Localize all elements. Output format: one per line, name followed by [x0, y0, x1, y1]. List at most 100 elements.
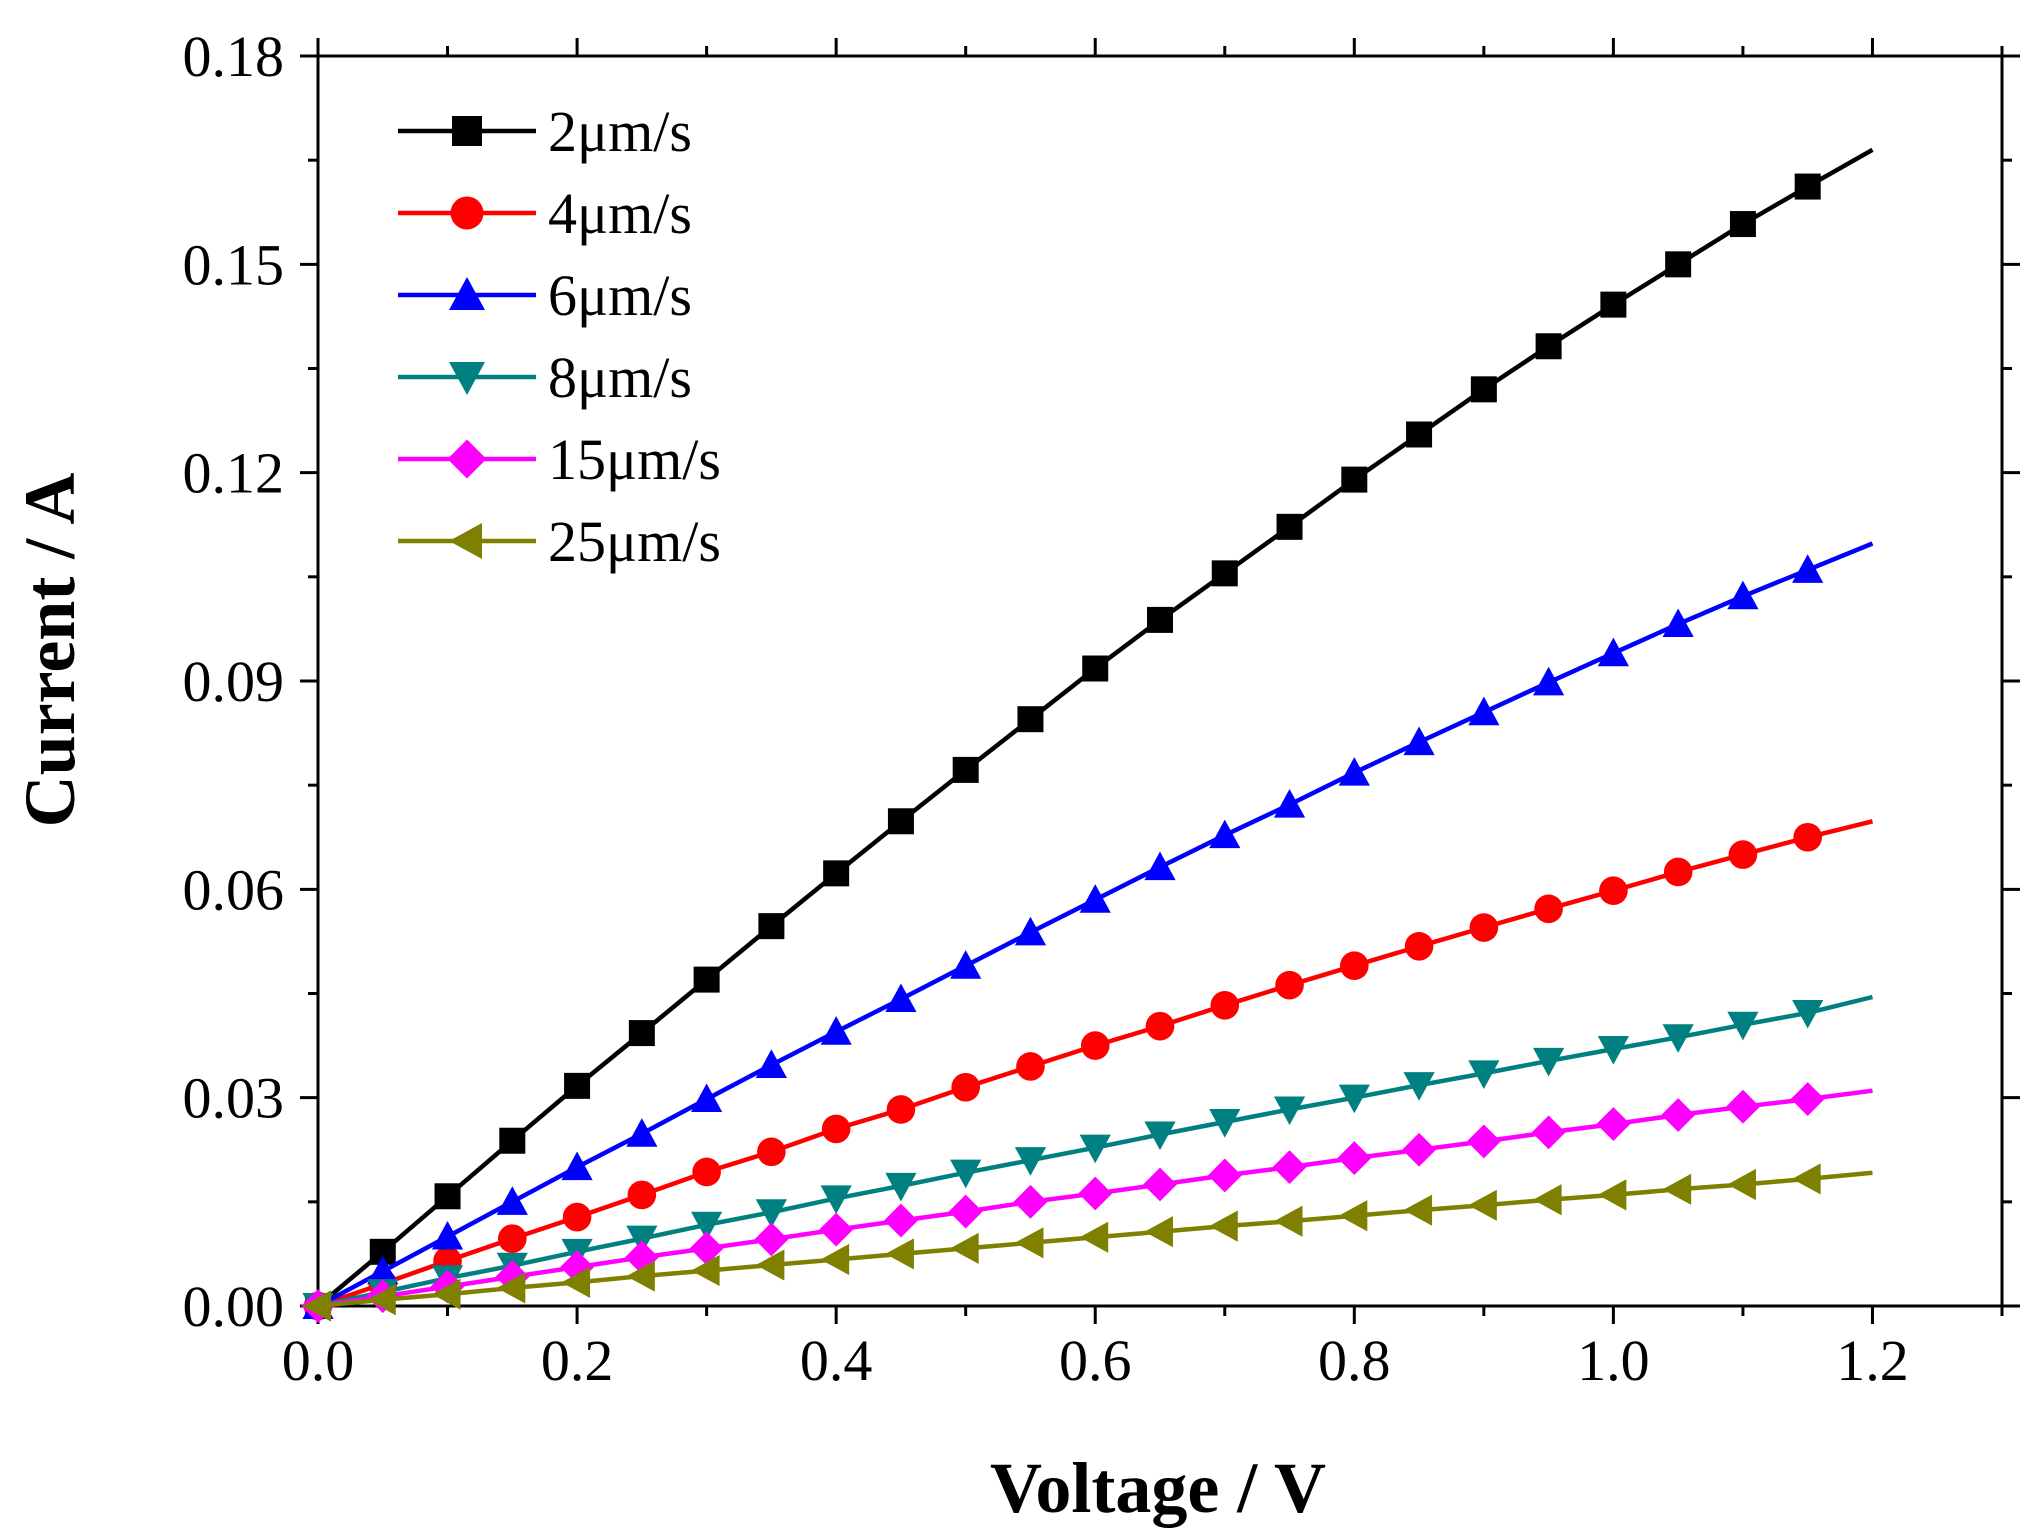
data-point [1143, 1167, 1177, 1202]
data-point [755, 1249, 785, 1281]
data-point [1147, 606, 1173, 633]
data-point [562, 1202, 592, 1232]
data-point [1211, 560, 1238, 587]
data-point [755, 1199, 787, 1228]
data-point [1727, 580, 1759, 610]
y-tick-label: 0.18 [183, 24, 285, 89]
data-point [755, 1049, 787, 1079]
data-point [950, 1159, 982, 1189]
data-point [1341, 466, 1368, 493]
y-tick-label: 0.06 [183, 857, 285, 922]
legend-item: 6μm/s [398, 263, 692, 328]
data-point [754, 1222, 789, 1257]
data-point [1792, 1163, 1821, 1195]
data-point [626, 1225, 658, 1255]
data-point [1727, 1011, 1759, 1041]
data-point [1014, 916, 1047, 946]
y-tick-label: 0.15 [183, 232, 285, 297]
data-point [1338, 1084, 1370, 1114]
data-point [1726, 1089, 1760, 1124]
legend-label: 2μm/s [548, 99, 692, 164]
data-point [302, 1290, 331, 1322]
data-point [1468, 696, 1500, 726]
data-point [1013, 1184, 1048, 1219]
series-5 [301, 1082, 1873, 1323]
data-point [1209, 1108, 1241, 1138]
data-point [1466, 1124, 1501, 1159]
data-point [692, 1157, 721, 1187]
legend-label: 4μm/s [548, 181, 692, 246]
data-point [821, 1114, 851, 1144]
data-point [367, 1284, 396, 1316]
y-axis-title: Current / A [10, 473, 90, 828]
data-point [691, 1254, 720, 1287]
legend-item: 25μm/s [398, 509, 721, 574]
data-point [1144, 851, 1176, 881]
data-point [561, 1266, 591, 1298]
data-point [885, 1238, 914, 1270]
data-point [1144, 1216, 1173, 1248]
data-point [1470, 376, 1497, 403]
legend: 2μm/s 4μm/s 6μm/s 8μm/s 15μm/s 25μm/s [398, 99, 721, 574]
data-point [820, 1185, 852, 1214]
x-tick-label: 0.0 [282, 1328, 355, 1393]
data-point [885, 1172, 917, 1202]
data-point [1600, 291, 1627, 318]
y-tick-label: 0.03 [183, 1066, 285, 1131]
data-point [758, 913, 785, 940]
data-point [1534, 894, 1563, 924]
data-point [1338, 1200, 1368, 1232]
data-point [1403, 1072, 1435, 1101]
legend-item: 2μm/s [398, 99, 692, 164]
data-point [627, 1180, 657, 1210]
data-point [1404, 931, 1434, 961]
legend-marker [449, 362, 485, 395]
data-point [1273, 1096, 1306, 1126]
data-point [367, 1255, 399, 1285]
data-point [1079, 884, 1111, 913]
data-point [1276, 513, 1303, 540]
data-point [1338, 757, 1370, 786]
data-point [1792, 554, 1824, 583]
data-point [434, 1183, 461, 1210]
data-point [1596, 1107, 1631, 1141]
data-point [1406, 421, 1433, 448]
data-point [950, 950, 982, 979]
data-point [1469, 913, 1499, 942]
data-point [820, 1243, 850, 1276]
data-point [1792, 999, 1824, 1029]
data-point [820, 1016, 852, 1045]
data-point [1533, 1184, 1562, 1216]
data-point [1663, 857, 1693, 887]
data-point [950, 1232, 979, 1264]
legend-label: 6μm/s [548, 263, 692, 328]
data-point [626, 1118, 658, 1147]
x-axis-title: Voltage / V [990, 1448, 1326, 1528]
x-axis: 0.0 0.2 0.4 0.6 0.8 1.0 1.2 [282, 38, 2004, 1393]
data-point [1794, 173, 1821, 200]
data-point [1014, 1227, 1044, 1259]
data-point [885, 983, 917, 1013]
x-tick-label: 0.2 [541, 1328, 614, 1393]
x-tick-label: 1.2 [1836, 1328, 1909, 1393]
y-axis: 0.00 0.03 0.06 0.09 0.12 0.15 0.18 [183, 24, 2020, 1339]
data-point [1665, 251, 1692, 278]
data-point [693, 966, 720, 993]
data-point [1729, 211, 1756, 238]
data-point [1727, 1168, 1756, 1201]
data-point [1340, 951, 1369, 981]
data-point [1597, 1036, 1629, 1065]
data-point [561, 1151, 593, 1181]
data-point [1017, 706, 1044, 733]
data-point [1210, 991, 1240, 1020]
series-layer [301, 147, 1874, 1323]
data-point [431, 1220, 464, 1250]
data-point [1597, 1179, 1627, 1211]
data-point [689, 1231, 724, 1266]
series-1 [305, 147, 1874, 1319]
series-6 [302, 1163, 1873, 1322]
data-point [1793, 822, 1822, 852]
x-tick-label: 1.0 [1577, 1328, 1650, 1393]
data-point [1207, 1158, 1242, 1193]
data-point [887, 808, 914, 835]
